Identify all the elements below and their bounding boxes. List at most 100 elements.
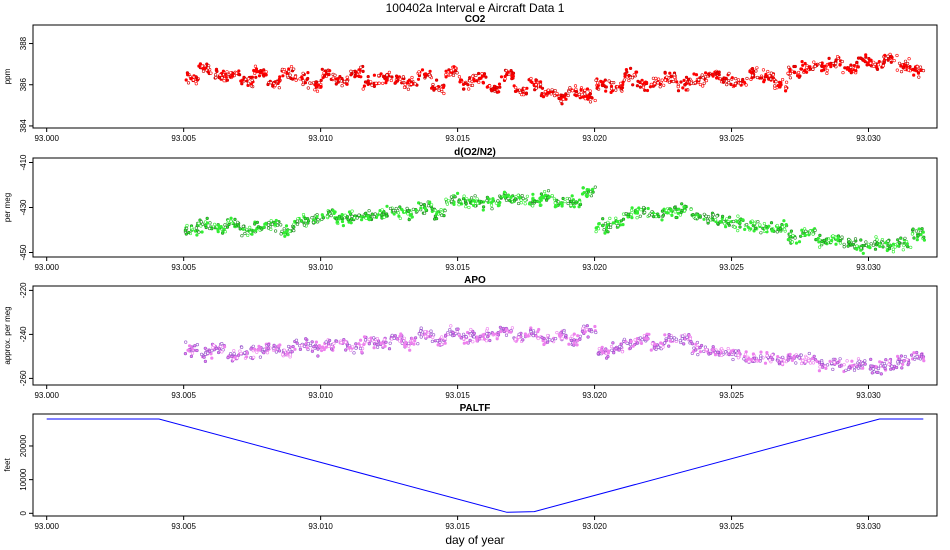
scatter-dot [662,341,667,345]
scatter-dot [660,218,664,222]
scatter-dot [218,73,222,77]
scatter-dot [409,341,414,345]
scatter-dot [353,69,357,73]
scatter-dot [186,73,190,77]
scatter-dot [618,223,623,227]
scatter-dot [628,346,633,350]
scatter-dot [561,97,566,101]
scatter-dot [684,88,688,92]
scatter-dot [445,202,450,206]
scatter-dot [507,198,512,203]
scatter-dot [452,65,456,69]
scatter-dot [818,62,822,66]
scatter-dot [641,85,646,89]
scatter-dot [794,361,798,365]
scatter-dot [731,357,735,362]
scatter-dot [676,89,681,93]
scatter-dot [306,86,310,90]
scatter-dot [380,213,384,217]
scatter-dot [579,90,583,95]
scatter-dot [343,79,347,84]
y-axis-label: ppm [3,68,12,84]
panels: CO2 93.000 93.005 93.010 93.015 93.020 93.025 9… [3,14,938,531]
scatter-dot [246,233,250,237]
scatter-dot [423,334,428,339]
scatter-dot [626,212,630,216]
scatter-dot [894,365,899,370]
scatter-dot [915,350,919,355]
scatter-dot [581,95,585,99]
scatter-dot [869,357,873,362]
scatter-dot [725,82,729,87]
scatter-dot [872,60,876,64]
scatter-dot [534,83,538,87]
scatter-dot [873,247,878,251]
scatter-dot [355,216,359,220]
scatter-dot [566,93,570,98]
scatter-dot [585,94,589,99]
scatter-dot [449,72,453,77]
scatter-dot [333,73,337,77]
scatter-dot [381,81,385,85]
scatter-dot [901,248,905,252]
scatter-dot [644,337,648,341]
scatter-dot [736,214,740,218]
scatter-dot [647,213,651,217]
scatter-dot [294,78,298,82]
scatter-dot [817,240,821,244]
scatter-dot [266,346,270,350]
scatter-dot [811,232,815,236]
scatter-dot [235,356,240,360]
scatter-dot [286,233,290,237]
scatter-dot [912,73,916,77]
scatter-dot [626,215,630,219]
scatter-dot [204,225,208,230]
scatter-dot [841,70,845,75]
scatter-dot [364,216,368,220]
scatter-dot [195,78,199,82]
scatter-dot [410,75,414,80]
scatter-dot [409,82,413,86]
scatter-dot [444,334,448,338]
scatter-dot [646,206,650,211]
y-tick-label: 386 [19,78,28,92]
scatter-dot [617,348,621,352]
scatter-dot [291,77,295,81]
scatter-dot [413,339,417,343]
scatter-dot [517,332,521,336]
scatter-dot [569,203,573,207]
scatter-dot [599,79,603,83]
scatter-dot [352,351,356,355]
scatter-dot [583,330,587,334]
scatter-dot [751,352,756,356]
scatter-dot [594,330,598,335]
scatter-dot [699,343,704,348]
scatter-dot [697,78,701,82]
scatter-dot [366,74,370,79]
scatter-dot [899,64,903,68]
scatter-dot [859,248,863,252]
scatter-dot [635,211,640,215]
scatter-dot [795,354,800,358]
scatter-dot [914,229,918,233]
scatter-dot [766,69,770,74]
scatter-dot [615,220,620,224]
scatter-dot [650,342,655,346]
scatter-dot [317,344,321,348]
scatter-dot [889,367,893,371]
scatter-dot [544,198,549,202]
scatter-dot [799,361,804,366]
scatter-dot [624,67,629,72]
scatter-dot [419,335,423,339]
scatter-dot [886,239,890,243]
scatter-dot [682,209,687,213]
scatter-dot [266,226,271,230]
scatter-dot [510,326,515,330]
scatter-dot [377,73,381,78]
scatter-dot [817,245,822,249]
scatter-dot [688,337,692,341]
scatter-dot [642,205,646,210]
scatter-dot [891,367,896,371]
scatter-dot [306,70,310,75]
scatter-dot [594,78,598,82]
